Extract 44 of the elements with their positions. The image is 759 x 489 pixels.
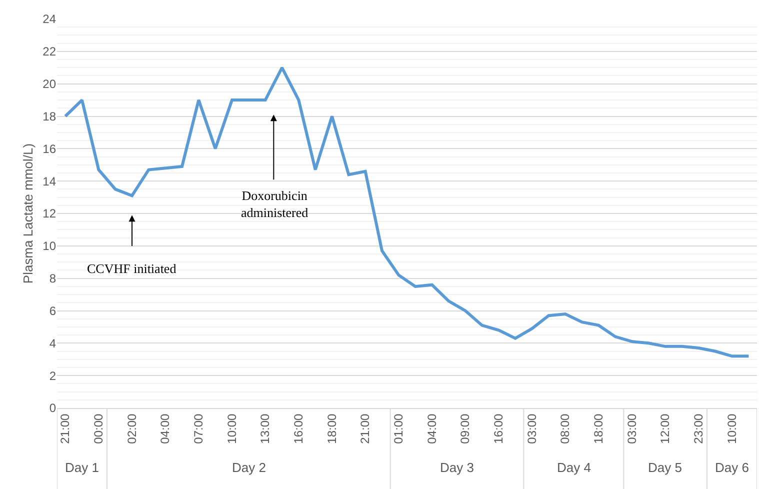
x-tick-label: 23:00 — [692, 413, 706, 444]
x-tick-label: 00:00 — [92, 413, 106, 444]
x-tick-label: 02:00 — [124, 413, 139, 444]
x-tick-label: 16:00 — [492, 413, 506, 444]
text: Day 6 — [715, 460, 749, 475]
x-tick-label: 10:00 — [224, 413, 239, 444]
x-tick-label: 12:00 — [658, 413, 672, 444]
y-tick-label: 24 — [42, 12, 56, 26]
text: Day 3 — [440, 460, 474, 475]
x-tick-label: 18:00 — [324, 413, 339, 444]
x-tick-label: 04:00 — [424, 413, 439, 444]
annotation: Doxorubicin administered — [241, 188, 309, 220]
y-tick-label: 10 — [42, 239, 56, 254]
x-tick-label: 18:00 — [592, 413, 606, 444]
y-tick-label: 16 — [42, 142, 56, 156]
x-tick-label: 09:00 — [458, 413, 472, 444]
y-tick-label: 20 — [42, 77, 56, 92]
y-axis-title: Plasma Lactate mmol/L) — [20, 143, 36, 284]
y-tick-label: 8 — [49, 272, 56, 286]
annotation: CCVHF initiated — [87, 261, 177, 276]
x-tick-label: 10:00 — [724, 413, 739, 444]
text: Day 4 — [557, 460, 591, 475]
text: Day 1 — [65, 460, 99, 475]
y-tick-label: 14 — [42, 174, 56, 188]
x-tick-label: 16:00 — [292, 413, 306, 444]
line-series — [64, 66, 750, 358]
x-tick-label: 03:00 — [524, 413, 539, 444]
x-tick-label: 04:00 — [158, 413, 172, 444]
x-tick-label: 08:00 — [558, 413, 572, 444]
y-tick-label: 4 — [49, 336, 56, 350]
y-tick-label: 22 — [42, 44, 56, 59]
x-tick-label: 13:00 — [258, 413, 272, 444]
text: Day 2 — [232, 460, 266, 475]
y-tick-label: 6 — [49, 304, 56, 318]
x-tick-label: 01:00 — [392, 413, 406, 444]
y-tick-label: 2 — [49, 368, 56, 383]
x-tick-label: 07:00 — [192, 413, 206, 444]
text: Day 5 — [648, 460, 682, 475]
x-tick-label: 21:00 — [358, 413, 372, 444]
y-tick-label: 12 — [42, 206, 56, 221]
y-tick-label: 18 — [42, 109, 56, 124]
y-tick-label: 0 — [49, 401, 56, 416]
x-tick-label: 03:00 — [624, 413, 639, 444]
x-tick-label: 21:00 — [58, 413, 72, 444]
